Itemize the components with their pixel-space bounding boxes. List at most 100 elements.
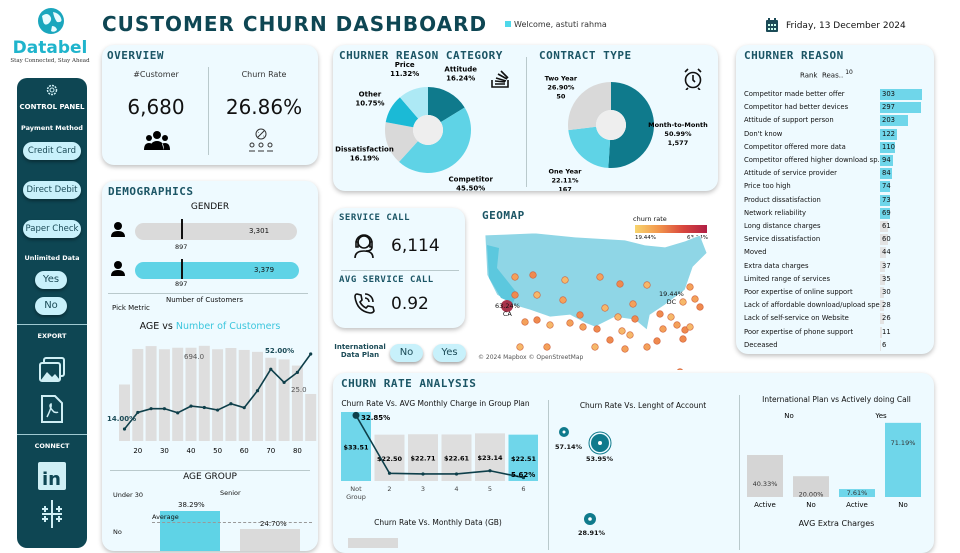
age-group-col-under30: Under 30 xyxy=(113,491,144,499)
slice-label-two-year: Two Year xyxy=(545,75,578,83)
reason-row[interactable]: Competitor offered more data 110 xyxy=(744,141,932,154)
account-length-chart-title: Churn Rate Vs. Lenght of Account xyxy=(579,401,707,410)
divider xyxy=(548,400,549,550)
reason-row[interactable]: Competitor had better devices 297 xyxy=(744,102,932,114)
credit-card-button[interactable]: Credit Card xyxy=(23,142,81,160)
reason-bar xyxy=(880,168,892,180)
demographics-card: DEMOGRAPHICS GENDER 3,301 897 3,379 897 … xyxy=(102,181,318,551)
divider xyxy=(17,324,87,325)
divider xyxy=(208,67,209,155)
reason-row[interactable]: Lack of affordable download/upload spe..… xyxy=(744,300,932,312)
reason-row[interactable]: Poor expertise of online support 30 xyxy=(744,287,932,299)
reason-value: 28 xyxy=(882,301,891,310)
state-marker xyxy=(543,343,551,351)
point-54 xyxy=(588,431,612,455)
top-n-parameter[interactable]: 10 xyxy=(845,69,853,76)
reason-row[interactable]: Poor expertise of phone support 11 xyxy=(744,326,932,339)
paper-check-button[interactable]: Paper Check xyxy=(23,220,81,238)
reason-row[interactable]: Service dissatisfaction 60 xyxy=(744,234,932,246)
intl-plan-yes-button[interactable]: Yes xyxy=(433,344,466,362)
female-bar xyxy=(135,223,297,240)
overview-card: OVERVIEW #Customer 6,680 Churn Rate 26.8… xyxy=(102,45,318,165)
reason-row[interactable]: Attitude of service provider 84 xyxy=(744,168,932,180)
charge-tick-5: 5 xyxy=(488,485,492,493)
donut-hole xyxy=(596,110,626,140)
reason-row[interactable]: Long distance charges 61 xyxy=(744,221,932,233)
age-tick-30: 30 xyxy=(160,447,169,455)
reason-value: 44 xyxy=(882,248,891,257)
age-group-bar-senior xyxy=(240,529,300,551)
charge-label-not-group: $33.51 xyxy=(343,444,369,452)
reason-row[interactable]: Competitor offered higher download sp.. 9… xyxy=(744,155,932,167)
charge-bar-not-group xyxy=(341,412,371,481)
state-marker xyxy=(667,313,675,321)
point-57 xyxy=(559,427,569,437)
export-pdf-icon[interactable] xyxy=(40,394,64,424)
reason-value: 94 xyxy=(882,156,891,164)
export-image-icon[interactable] xyxy=(38,356,66,384)
intl-label-3: 71.19% xyxy=(891,439,916,447)
slice-value-two-year: 26.90% xyxy=(547,84,575,92)
monthly-data-bar xyxy=(348,538,398,548)
churn-point-not-group xyxy=(352,411,360,419)
connect-label: CONNECT xyxy=(34,442,70,450)
intl-bar-1 xyxy=(793,476,829,497)
intl-tick-0: Active xyxy=(754,501,776,509)
reason-row[interactable]: Lack of self-service on Website 26 xyxy=(744,313,932,325)
reason-label: Lack of self-service on Website xyxy=(744,314,849,323)
direct-debit-button[interactable]: Direct Debit xyxy=(23,181,81,199)
metric-selector[interactable]: Number of Customers xyxy=(166,296,243,304)
welcome-text: Welcome, astuti rahma xyxy=(505,20,607,29)
reason-value: 61 xyxy=(882,222,891,230)
reason-row[interactable]: Attitude of support person 203 xyxy=(744,115,932,127)
high-value: 63.24% xyxy=(495,302,520,310)
churn-point-30 xyxy=(162,407,166,411)
age-bar-65 xyxy=(252,351,263,441)
intl-plan-no-button[interactable]: No xyxy=(390,344,423,362)
slice-value-month-to-month: 50.99% xyxy=(664,130,692,138)
reason-value: 203 xyxy=(882,116,895,125)
state-marker xyxy=(529,271,537,279)
us-map[interactable] xyxy=(475,205,730,370)
churn-point-70 xyxy=(269,367,273,371)
reason-row[interactable]: Extra data charges 37 xyxy=(744,260,932,273)
monthly-data-chart-title: Churn Rate Vs. Monthly Data (GB) xyxy=(374,518,502,527)
reason-bar xyxy=(880,181,891,193)
reason-bar xyxy=(880,247,887,259)
reason-row[interactable]: Deceased 6 xyxy=(744,339,932,352)
reason-row[interactable]: Competitor made better offer 303 xyxy=(744,89,932,101)
age-chart: 14.00% 52.00% 694.0 25.0 20 30 40 50 60 70 80 xyxy=(107,345,317,455)
slice-value-other: 10.75% xyxy=(355,100,384,108)
tableau-icon[interactable] xyxy=(38,500,66,528)
slice-other xyxy=(385,97,419,128)
point-label-54: 53.95% xyxy=(586,455,614,463)
state-marker xyxy=(618,327,626,335)
reason-row[interactable]: Price too high 74 xyxy=(744,181,932,193)
reason-label: Competitor made better offer xyxy=(744,90,845,98)
age-bar-20 xyxy=(132,348,144,441)
unlimited-no-button[interactable]: No xyxy=(35,297,67,315)
state-marker xyxy=(616,280,624,288)
unlimited-yes-button[interactable]: Yes xyxy=(35,271,67,289)
reason-value: 122 xyxy=(882,129,895,138)
date-text: Friday, 13 December 2024 xyxy=(786,21,906,31)
reason-row[interactable]: Don't know 122 xyxy=(744,128,932,141)
charge-tick-not-group: Not xyxy=(350,485,362,493)
state-marker xyxy=(559,296,567,304)
churn-point-20 xyxy=(136,410,140,415)
demographics-title: DEMOGRAPHICS xyxy=(108,185,194,198)
overview-title: OVERVIEW xyxy=(107,49,164,62)
churn-point-80 xyxy=(295,370,299,374)
age-tick-80: 80 xyxy=(293,447,302,455)
reason-row[interactable]: Network reliability 69 xyxy=(744,207,932,220)
reason-row[interactable]: Limited range of services 35 xyxy=(744,273,932,286)
legend-min: 19.44% xyxy=(635,235,656,241)
rank-col: Rank xyxy=(800,71,818,80)
linkedin-icon[interactable]: in xyxy=(38,462,66,490)
reason-row[interactable]: Product dissatisfaction 73 xyxy=(744,194,932,207)
reason-row[interactable]: Moved 44 xyxy=(744,247,932,259)
reason-value: 37 xyxy=(882,261,891,270)
intl-label-1: 20.00% xyxy=(799,491,824,499)
churn-max-label: 52.00% xyxy=(265,347,294,355)
state-marker xyxy=(511,291,519,299)
